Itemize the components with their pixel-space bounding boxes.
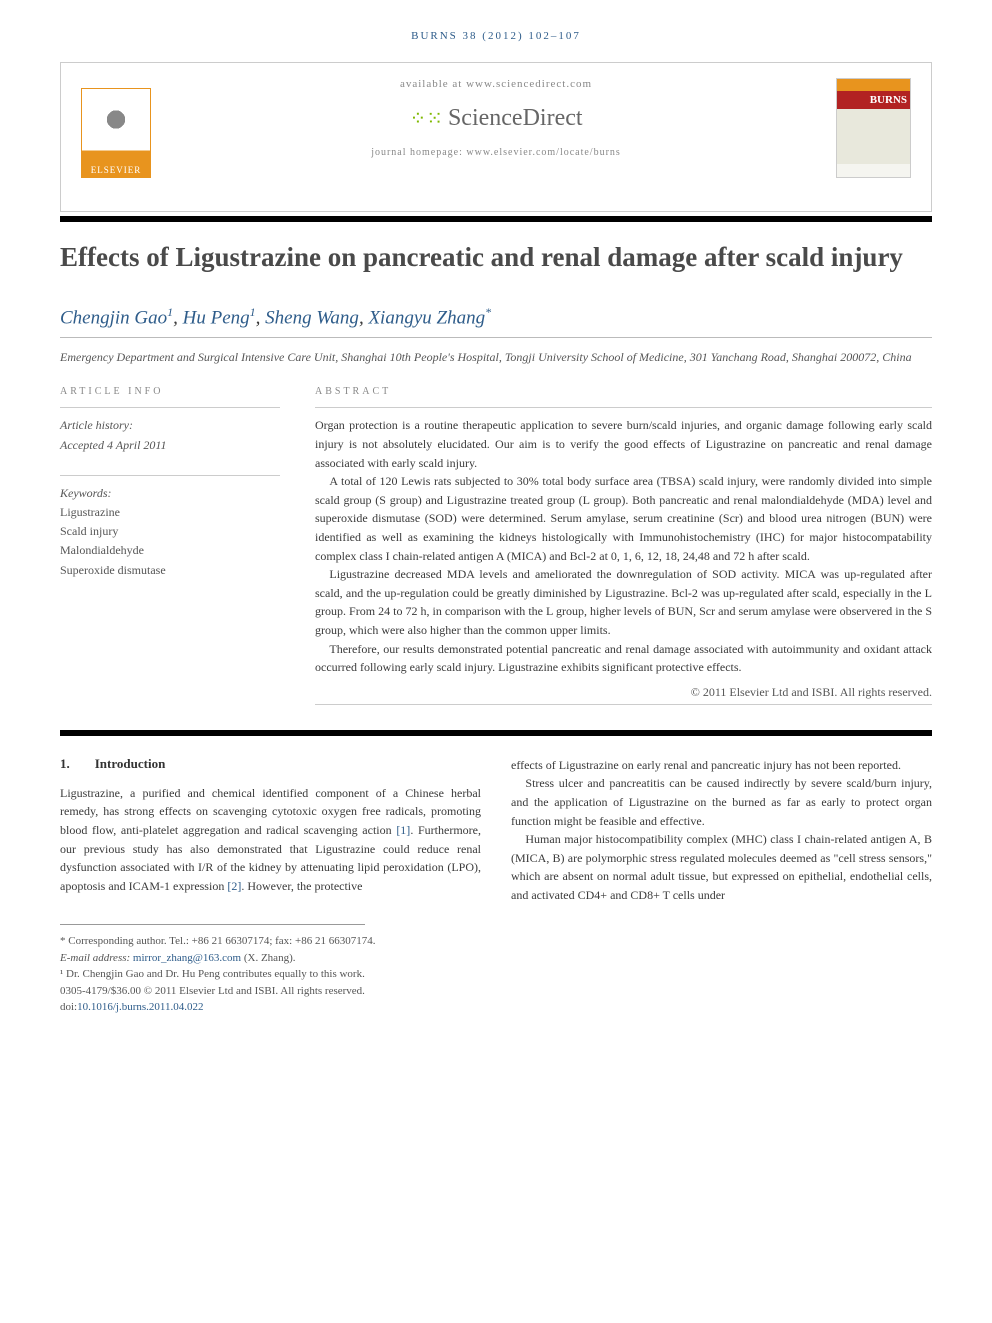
author-divider	[60, 337, 932, 338]
elsevier-tree-icon	[91, 103, 141, 158]
sciencedirect-brand[interactable]: ⁘⁙ScienceDirect	[81, 105, 911, 132]
body-paragraph: Human major histocompatibility complex (…	[511, 830, 932, 904]
footnotes: * Corresponding author. Tel.: +86 21 663…	[60, 933, 932, 1016]
info-abstract-row: ARTICLE INFO Article history: Accepted 4…	[60, 386, 932, 704]
abstract-para: Ligustrazine decreased MDA levels and am…	[315, 565, 932, 639]
body-right-column: effects of Ligustrazine on early renal a…	[511, 756, 932, 905]
author-link[interactable]: Xiangyu Zhang	[368, 307, 485, 328]
citation-link[interactable]: [1]	[396, 823, 410, 837]
issn-copyright: 0305-4179/$36.00 © 2011 Elsevier Ltd and…	[60, 983, 932, 1000]
keyword-item: Scald injury	[60, 522, 280, 541]
keywords-block: Keywords: Ligustrazine Scald injury Malo…	[60, 475, 280, 580]
abstract-column: ABSTRACT Organ protection is a routine t…	[315, 386, 932, 704]
citation-link[interactable]: [2]	[227, 879, 241, 893]
body-divider-bar	[60, 730, 932, 736]
email-line: E-mail address: mirror_zhang@163.com (X.…	[60, 950, 932, 967]
sciencedirect-text: ScienceDirect	[448, 105, 583, 131]
body-columns: 1. Introduction Ligustrazine, a purified …	[60, 756, 932, 905]
authors-list: Chengjin Gao1, Hu Peng1, Sheng Wang, Xia…	[60, 305, 932, 329]
abstract-para: Therefore, our results demonstrated pote…	[315, 640, 932, 677]
journal-cover-thumbnail: BURNS	[836, 78, 911, 178]
abstract-end-rule	[315, 704, 932, 705]
email-link[interactable]: mirror_zhang@163.com	[133, 952, 241, 964]
keyword-item: Malondialdehyde	[60, 541, 280, 560]
cover-body	[837, 109, 910, 164]
article-info-label: ARTICLE INFO	[60, 386, 280, 397]
history-label: Article history:	[60, 416, 280, 435]
section-number: 1.	[60, 756, 70, 771]
section-title: Introduction	[95, 756, 166, 771]
keyword-item: Ligustrazine	[60, 503, 280, 522]
cover-orange-bar	[837, 79, 910, 91]
doi-line: doi:10.1016/j.burns.2011.04.022	[60, 999, 932, 1016]
doi-link[interactable]: 10.1016/j.burns.2011.04.022	[77, 1001, 203, 1013]
sciencedirect-dots-icon: ⁘⁙	[409, 108, 443, 130]
elsevier-logo: ELSEVIER	[81, 88, 151, 178]
article-info-column: ARTICLE INFO Article history: Accepted 4…	[60, 386, 280, 704]
article-title: Effects of Ligustrazine on pancreatic an…	[60, 240, 932, 275]
keywords-label: Keywords:	[60, 484, 280, 503]
body-left-column: 1. Introduction Ligustrazine, a purified …	[60, 756, 481, 905]
article-history-block: Article history: Accepted 4 April 2011	[60, 407, 280, 454]
availability-text: available at www.sciencedirect.com	[81, 78, 911, 90]
abstract-text: Organ protection is a routine therapeuti…	[315, 407, 932, 676]
abstract-copyright: © 2011 Elsevier Ltd and ISBI. All rights…	[315, 685, 932, 700]
title-divider-bar	[60, 216, 932, 222]
author-link[interactable]: Sheng Wang	[265, 307, 359, 328]
author-link[interactable]: Chengjin Gao	[60, 307, 167, 328]
keyword-item: Superoxide dismutase	[60, 561, 280, 580]
journal-homepage[interactable]: journal homepage: www.elsevier.com/locat…	[81, 147, 911, 158]
body-paragraph: Stress ulcer and pancreatitis can be cau…	[511, 774, 932, 830]
citation-header: BURNS 38 (2012) 102–107	[60, 30, 932, 42]
section-heading: 1. Introduction	[60, 756, 481, 772]
abstract-label: ABSTRACT	[315, 386, 932, 397]
affiliation: Emergency Department and Surgical Intens…	[60, 348, 932, 366]
abstract-para: Organ protection is a routine therapeuti…	[315, 416, 932, 472]
corresponding-author: * Corresponding author. Tel.: +86 21 663…	[60, 933, 932, 950]
footnote-separator	[60, 924, 365, 925]
journal-cover-title: BURNS	[837, 91, 910, 109]
abstract-para: A total of 120 Lewis rats subjected to 3…	[315, 472, 932, 565]
equal-contribution-note: ¹ Dr. Chengjin Gao and Dr. Hu Peng contr…	[60, 966, 932, 983]
body-paragraph: effects of Ligustrazine on early renal a…	[511, 756, 932, 775]
elsevier-label: ELSEVIER	[89, 163, 144, 177]
body-paragraph: Ligustrazine, a purified and chemical id…	[60, 784, 481, 896]
author-link[interactable]: Hu Peng	[183, 307, 250, 328]
accepted-date: Accepted 4 April 2011	[60, 436, 280, 455]
journal-header-box: ELSEVIER BURNS available at www.scienced…	[60, 62, 932, 212]
